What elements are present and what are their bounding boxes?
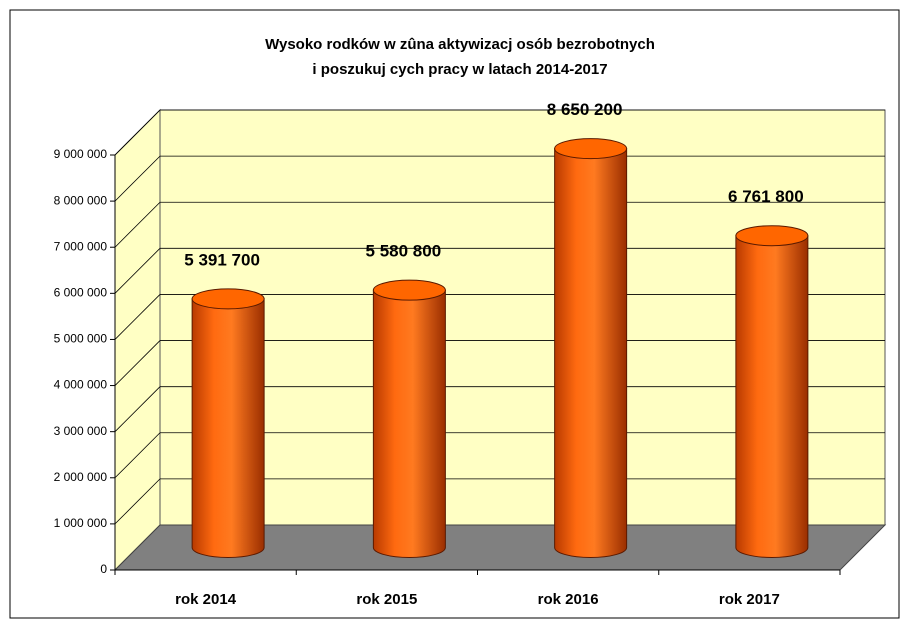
y-tick-label: 5 000 000 [54, 332, 108, 346]
grid-line [114, 109, 161, 156]
bar-top [735, 225, 809, 247]
bars [191, 138, 809, 558]
y-tick-label: 8 000 000 [54, 193, 108, 207]
x-tick-label: rok 2016 [538, 591, 599, 608]
labels: 0 1 000 000 2 000 000 3 000 000 4 000 000 5 0… [54, 100, 841, 608]
grid-line [114, 155, 161, 202]
bar-body [554, 148, 628, 558]
bar-top [372, 279, 446, 301]
y-tick-label: 2 000 000 [54, 470, 108, 484]
value-label: 8 650 200 [547, 100, 623, 119]
y-tick-label: 9 000 000 [54, 147, 108, 161]
bar [554, 138, 628, 558]
y-tick-label: 4 000 000 [54, 378, 108, 392]
x-tick-label: rok 2014 [175, 591, 237, 608]
y-tick-label: 3 000 000 [54, 424, 108, 438]
y-tick-label: 1 000 000 [54, 516, 108, 530]
grid-line [114, 478, 161, 525]
grid-line [114, 340, 161, 386]
bar-top [191, 288, 265, 310]
x-tick-label: rok 2017 [719, 591, 780, 608]
bar-body [191, 298, 265, 558]
bar [372, 279, 446, 558]
value-label: 5 391 700 [184, 250, 260, 269]
bar-top [554, 138, 628, 160]
grid-line [114, 248, 161, 294]
grid-line [114, 432, 161, 479]
y-tick-label: 7 000 000 [54, 239, 108, 253]
value-label: 6 761 800 [728, 187, 804, 206]
x-tick-label: rok 2015 [356, 591, 417, 608]
bar-body [372, 289, 446, 558]
chart-title: i poszukuj cych pracy w latach 2014-2017 [312, 61, 607, 78]
bar-body [735, 235, 809, 558]
grid-line [114, 201, 161, 248]
value-label: 5 580 800 [366, 242, 442, 261]
y-tick-label: 0 [100, 562, 107, 576]
y-tick-label: 6 000 000 [54, 286, 108, 300]
grid-line [114, 386, 161, 432]
bar [735, 225, 809, 558]
chart-title: Wysoko rodków w zûna aktywizacj osób bez… [265, 36, 655, 53]
grid-line [114, 294, 161, 340]
bar [191, 288, 265, 558]
